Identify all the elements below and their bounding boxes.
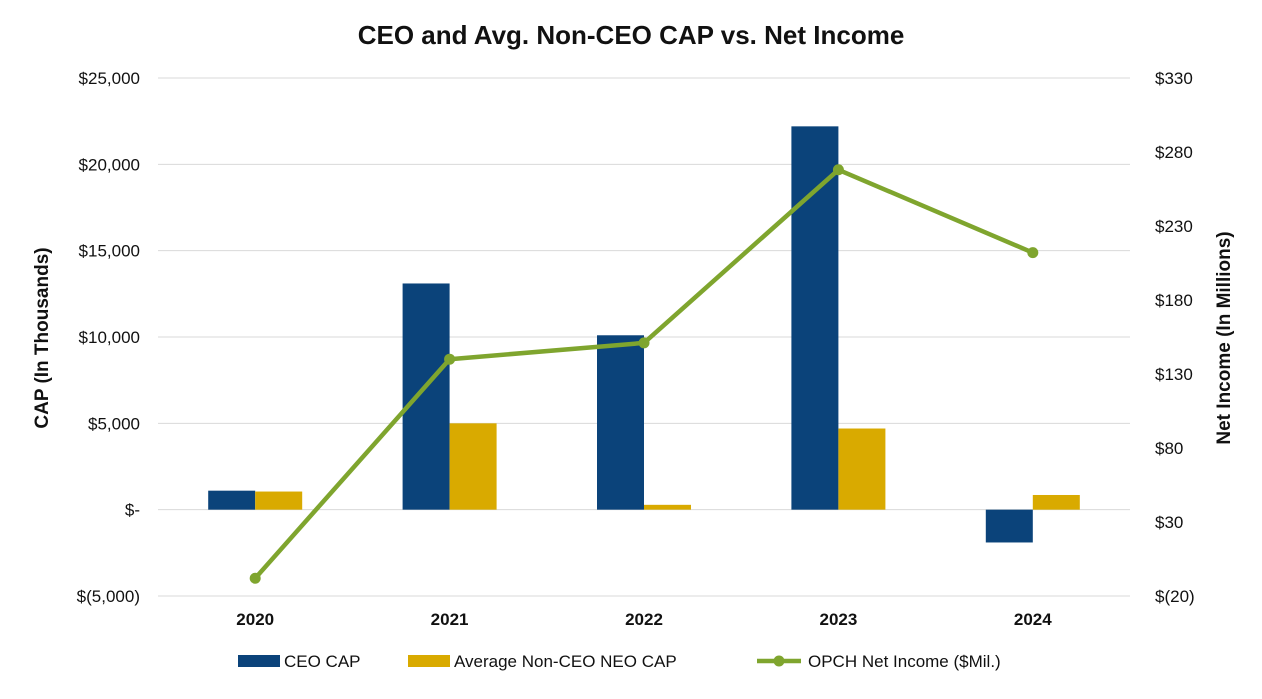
y2-tick-label: $280	[1155, 143, 1193, 162]
ceo-cap-bar	[791, 126, 839, 510]
net-income-point	[638, 337, 650, 349]
non-ceo-cap-bar	[255, 491, 303, 510]
legend-ceo-cap: CEO CAP	[238, 652, 361, 671]
y2-axis-title: Net Income (In Millions)	[1214, 231, 1235, 444]
legend-swatch	[408, 655, 450, 667]
ceo-cap-bar	[985, 509, 1033, 543]
y2-tick-label: $180	[1155, 291, 1193, 310]
x-category-label: 2020	[236, 610, 274, 629]
legend-non-ceo-cap: Average Non-CEO NEO CAP	[408, 652, 677, 671]
chart-title: CEO and Avg. Non-CEO CAP vs. Net Income	[358, 20, 905, 50]
legend: CEO CAP Average Non-CEO NEO CAP OPCH Net I…	[238, 652, 1001, 671]
y2-tick-label: $230	[1155, 217, 1193, 236]
non-ceo-cap-bar	[644, 504, 691, 510]
non-ceo-cap-bar	[1032, 494, 1080, 510]
y-tick-label: $(5,000)	[77, 587, 140, 606]
net-income-point	[1027, 247, 1039, 259]
y-tick-label: $15,000	[79, 242, 140, 261]
legend-swatch	[238, 655, 280, 667]
category-labels: 2020 2021 2022 2023 2024	[236, 610, 1052, 629]
left-axis-ticks: $25,000 $20,000 $15,000 $10,000 $5,000 $- $(5,…	[77, 69, 140, 606]
y2-tick-label: $130	[1155, 365, 1193, 384]
legend-net-income: OPCH Net Income ($Mil.)	[757, 652, 1001, 671]
y-tick-label: $5,000	[88, 414, 140, 433]
ceo-cap-bar	[208, 490, 256, 510]
y2-tick-label: $80	[1155, 439, 1183, 458]
non-ceo-cap-bar	[449, 423, 497, 510]
net-income-point	[444, 353, 456, 365]
net-income-line-group	[249, 164, 1039, 584]
net-income-point	[249, 572, 261, 584]
bars	[208, 126, 1080, 543]
x-category-label: 2022	[625, 610, 663, 629]
non-ceo-cap-bar	[838, 428, 886, 510]
y2-tick-label: $(20)	[1155, 587, 1195, 606]
legend-label: CEO CAP	[284, 652, 361, 671]
y-tick-label: $20,000	[79, 155, 140, 174]
y-tick-label: $25,000	[79, 69, 140, 88]
x-category-label: 2021	[431, 610, 469, 629]
y2-tick-label: $330	[1155, 69, 1193, 88]
legend-label: OPCH Net Income ($Mil.)	[808, 652, 1001, 671]
y-axis-title: CAP (In Thousands)	[32, 247, 53, 428]
right-axis-ticks: $330 $280 $230 $180 $130 $80 $30 $(20)	[1155, 69, 1195, 606]
net-income-point	[832, 164, 844, 176]
ceo-cap-bar	[597, 335, 644, 510]
y-tick-label: $10,000	[79, 328, 140, 347]
x-category-label: 2024	[1014, 610, 1052, 629]
x-category-label: 2023	[819, 610, 857, 629]
ceo-cap-bar	[402, 283, 450, 510]
legend-label: Average Non-CEO NEO CAP	[454, 652, 677, 671]
legend-marker	[773, 655, 785, 667]
y2-tick-label: $30	[1155, 513, 1183, 532]
y-tick-label: $-	[125, 501, 140, 520]
